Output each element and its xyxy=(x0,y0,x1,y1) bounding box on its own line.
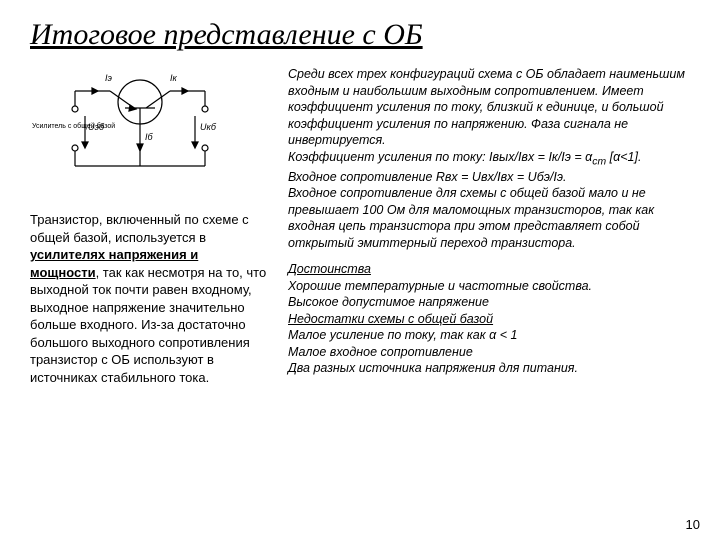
label-ie: Iэ xyxy=(105,73,113,83)
circuit-diagram: Iэ Iк Iб Uэб Uкб Усилитель с общей базой xyxy=(30,66,250,196)
label-ik: Iк xyxy=(170,73,178,83)
dis3: Два разных источника напряжения для пита… xyxy=(288,361,578,375)
adv2: Высокое допустимое напряжение xyxy=(288,295,489,309)
left-text-c: , так как несмотря на то, что выходной т… xyxy=(30,265,266,385)
right-block-1: Среди всех трех конфигураций схема с ОБ … xyxy=(288,66,690,251)
slide-title: Итоговое представление с ОБ xyxy=(30,18,690,52)
r-p2sub: ст xyxy=(592,156,606,167)
adv1: Хорошие температурные и частотные свойст… xyxy=(288,279,592,293)
left-paragraph: Транзистор, включенный по схеме с общей … xyxy=(30,211,270,386)
label-ib: Iб xyxy=(145,132,154,142)
right-block-2: Достоинства Хорошие температурные и част… xyxy=(288,261,690,377)
left-text-a: Транзистор, включенный по схеме с общей … xyxy=(30,212,249,245)
right-column: Среди всех трех конфигураций схема с ОБ … xyxy=(288,66,690,387)
dis2: Малое входное сопротивление xyxy=(288,345,473,359)
page-number: 10 xyxy=(686,517,700,532)
label-caption: Усилитель с общей базой xyxy=(32,122,115,130)
content-area: Iэ Iк Iб Uэб Uкб Усилитель с общей базой… xyxy=(30,66,690,387)
dis1: Малое усиление по току, так как α < 1 xyxy=(288,328,517,342)
label-ukb: Uкб xyxy=(200,122,217,132)
r-p2tail: [α<1]. xyxy=(606,150,641,164)
r-p2: Коэффициент усиления по току: Iвых/Iвх =… xyxy=(288,150,592,164)
adv-title: Достоинства xyxy=(288,262,371,276)
dis-title: Недостатки схемы с общей базой xyxy=(288,312,493,326)
r-p4: Входное сопротивление для схемы с общей … xyxy=(288,186,654,250)
left-column: Iэ Iк Iб Uэб Uкб Усилитель с общей базой… xyxy=(30,66,270,387)
r-p1: Среди всех трех конфигураций схема с ОБ … xyxy=(288,67,685,147)
r-p3: Входное сопротивление Rвх = Uвх/Iвх = Uб… xyxy=(288,170,566,184)
